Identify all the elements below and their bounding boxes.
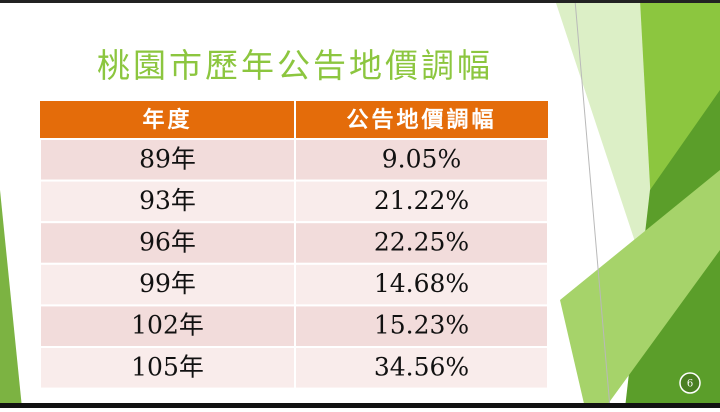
table-cell: 102年: [131, 311, 204, 340]
border: [0, 0, 720, 3]
table-cell: 93年: [139, 186, 196, 215]
decor-line: [574, 0, 611, 409]
table-cell: 15.23%: [374, 311, 469, 340]
title: 桃園市歷年公告地價調幅: [97, 46, 493, 85]
header-cell: 公告地價調幅: [346, 107, 496, 133]
table-cell: 21.22%: [374, 186, 469, 215]
table-cell: 99年: [139, 269, 196, 298]
page-number: 6: [687, 379, 693, 390]
table-cell: 14.68%: [374, 269, 469, 298]
header-cell: 年度: [142, 107, 192, 133]
table-cell: 89年: [139, 144, 196, 173]
table: 年度 公告地價調幅 89年 9.05% 93年 21.22% 96年 22.25% 99年 14.…: [39, 101, 549, 390]
border: [0, 403, 720, 408]
table-cell: 96年: [139, 228, 196, 257]
decor: [560, 170, 720, 408]
table-cell: 34.56%: [374, 352, 469, 381]
decor: [0, 190, 22, 408]
page-badge: [679, 372, 701, 394]
table-cell: 22.25%: [374, 228, 469, 257]
table-cell: 105年: [131, 352, 204, 381]
table-cell: 9.05%: [382, 144, 461, 173]
